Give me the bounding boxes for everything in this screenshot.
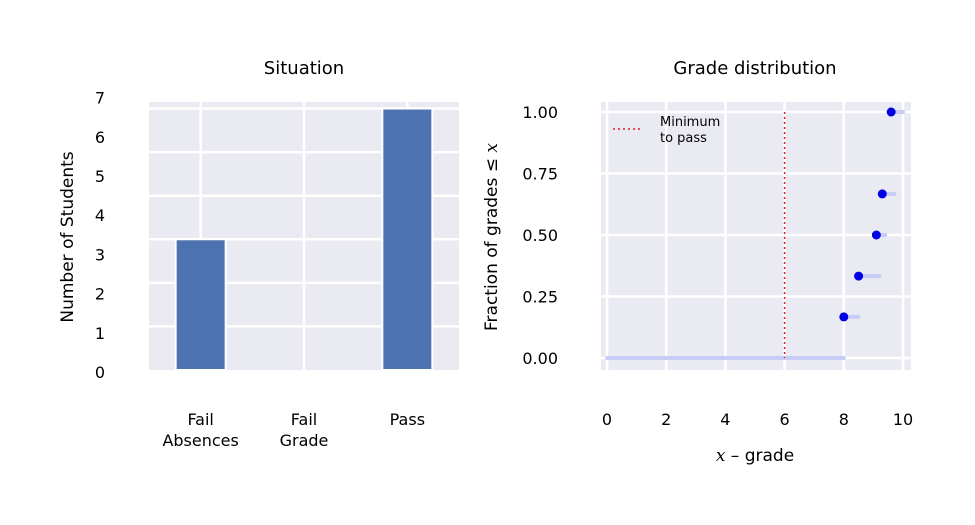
cdf-xlabel-text: – grade (725, 446, 794, 466)
cdf-x-tick: 6 (780, 410, 790, 429)
cdf-ylabel-text: Fraction of grades ≤ (482, 153, 502, 331)
bar-y-tick: 3 (95, 245, 105, 264)
cdf-y-tick: 1.00 (522, 103, 558, 122)
legend-label-line2: to pass (660, 131, 707, 146)
bars (174, 107, 434, 371)
bar-y-tick-labels: 0 1 2 3 4 5 6 7 (95, 89, 105, 382)
bar-y-tick: 6 (95, 128, 105, 147)
bar-y-tick: 2 (95, 285, 105, 304)
bar-x-tick-labels: Fail Absences Fail Grade Pass (162, 410, 425, 450)
cdf-x-tick: 10 (893, 410, 913, 429)
bar-y-tick: 7 (95, 89, 105, 108)
cdf-points (839, 107, 896, 322)
cdf-x-tick: 8 (839, 410, 849, 429)
cdf-y-tick: 0.25 (522, 288, 558, 307)
cdf-y-tick: 0.75 (522, 165, 558, 184)
cdf-x-tick-labels: 0 2 4 6 8 10 (602, 410, 913, 429)
bar-ylabel: Number of Students (58, 151, 78, 322)
bar-title: Situation (264, 58, 344, 79)
cdf-y-tick: 0.50 (522, 226, 558, 245)
cdf-y-tick-labels: 0.00 0.25 0.50 0.75 1.00 (522, 103, 558, 368)
cdf-chart: Minimum to pass Grade distribution 0.000… (482, 58, 913, 466)
cdf-xlabel: x – grade (716, 446, 794, 466)
cdf-point (877, 189, 887, 199)
bar-y-tick: 4 (95, 206, 105, 225)
cdf-point (854, 271, 864, 281)
cdf-x-tick: 0 (602, 410, 612, 429)
bar-y-tick: 1 (95, 324, 105, 343)
cdf-title: Grade distribution (673, 58, 836, 79)
bar-y-tick: 0 (95, 363, 105, 382)
bar-x-tick: Pass (390, 410, 425, 429)
cdf-y-tick: 0.00 (522, 349, 558, 368)
cdf-x-tick: 2 (661, 410, 671, 429)
bar-chart: Situation Number of Students 0 1 2 3 4 5 6 7 Fa… (58, 58, 459, 450)
cdf-point (871, 230, 881, 240)
cdf-ylabel: Fraction of grades ≤ x (482, 143, 502, 331)
bar (174, 238, 227, 371)
legend-label-line1: Minimum (660, 115, 720, 130)
bar-y-tick: 5 (95, 167, 105, 186)
cdf-point (886, 107, 896, 117)
cdf-xlabel-var: x (716, 446, 726, 466)
bar-x-tick: Fail Grade (280, 410, 329, 450)
bar (381, 107, 434, 371)
cdf-ylabel-var: x (482, 143, 502, 153)
cdf-x-tick: 4 (720, 410, 730, 429)
legend: Minimum to pass (613, 115, 720, 146)
cdf-point (839, 312, 849, 322)
bar-x-tick: Fail Absences (162, 410, 238, 450)
